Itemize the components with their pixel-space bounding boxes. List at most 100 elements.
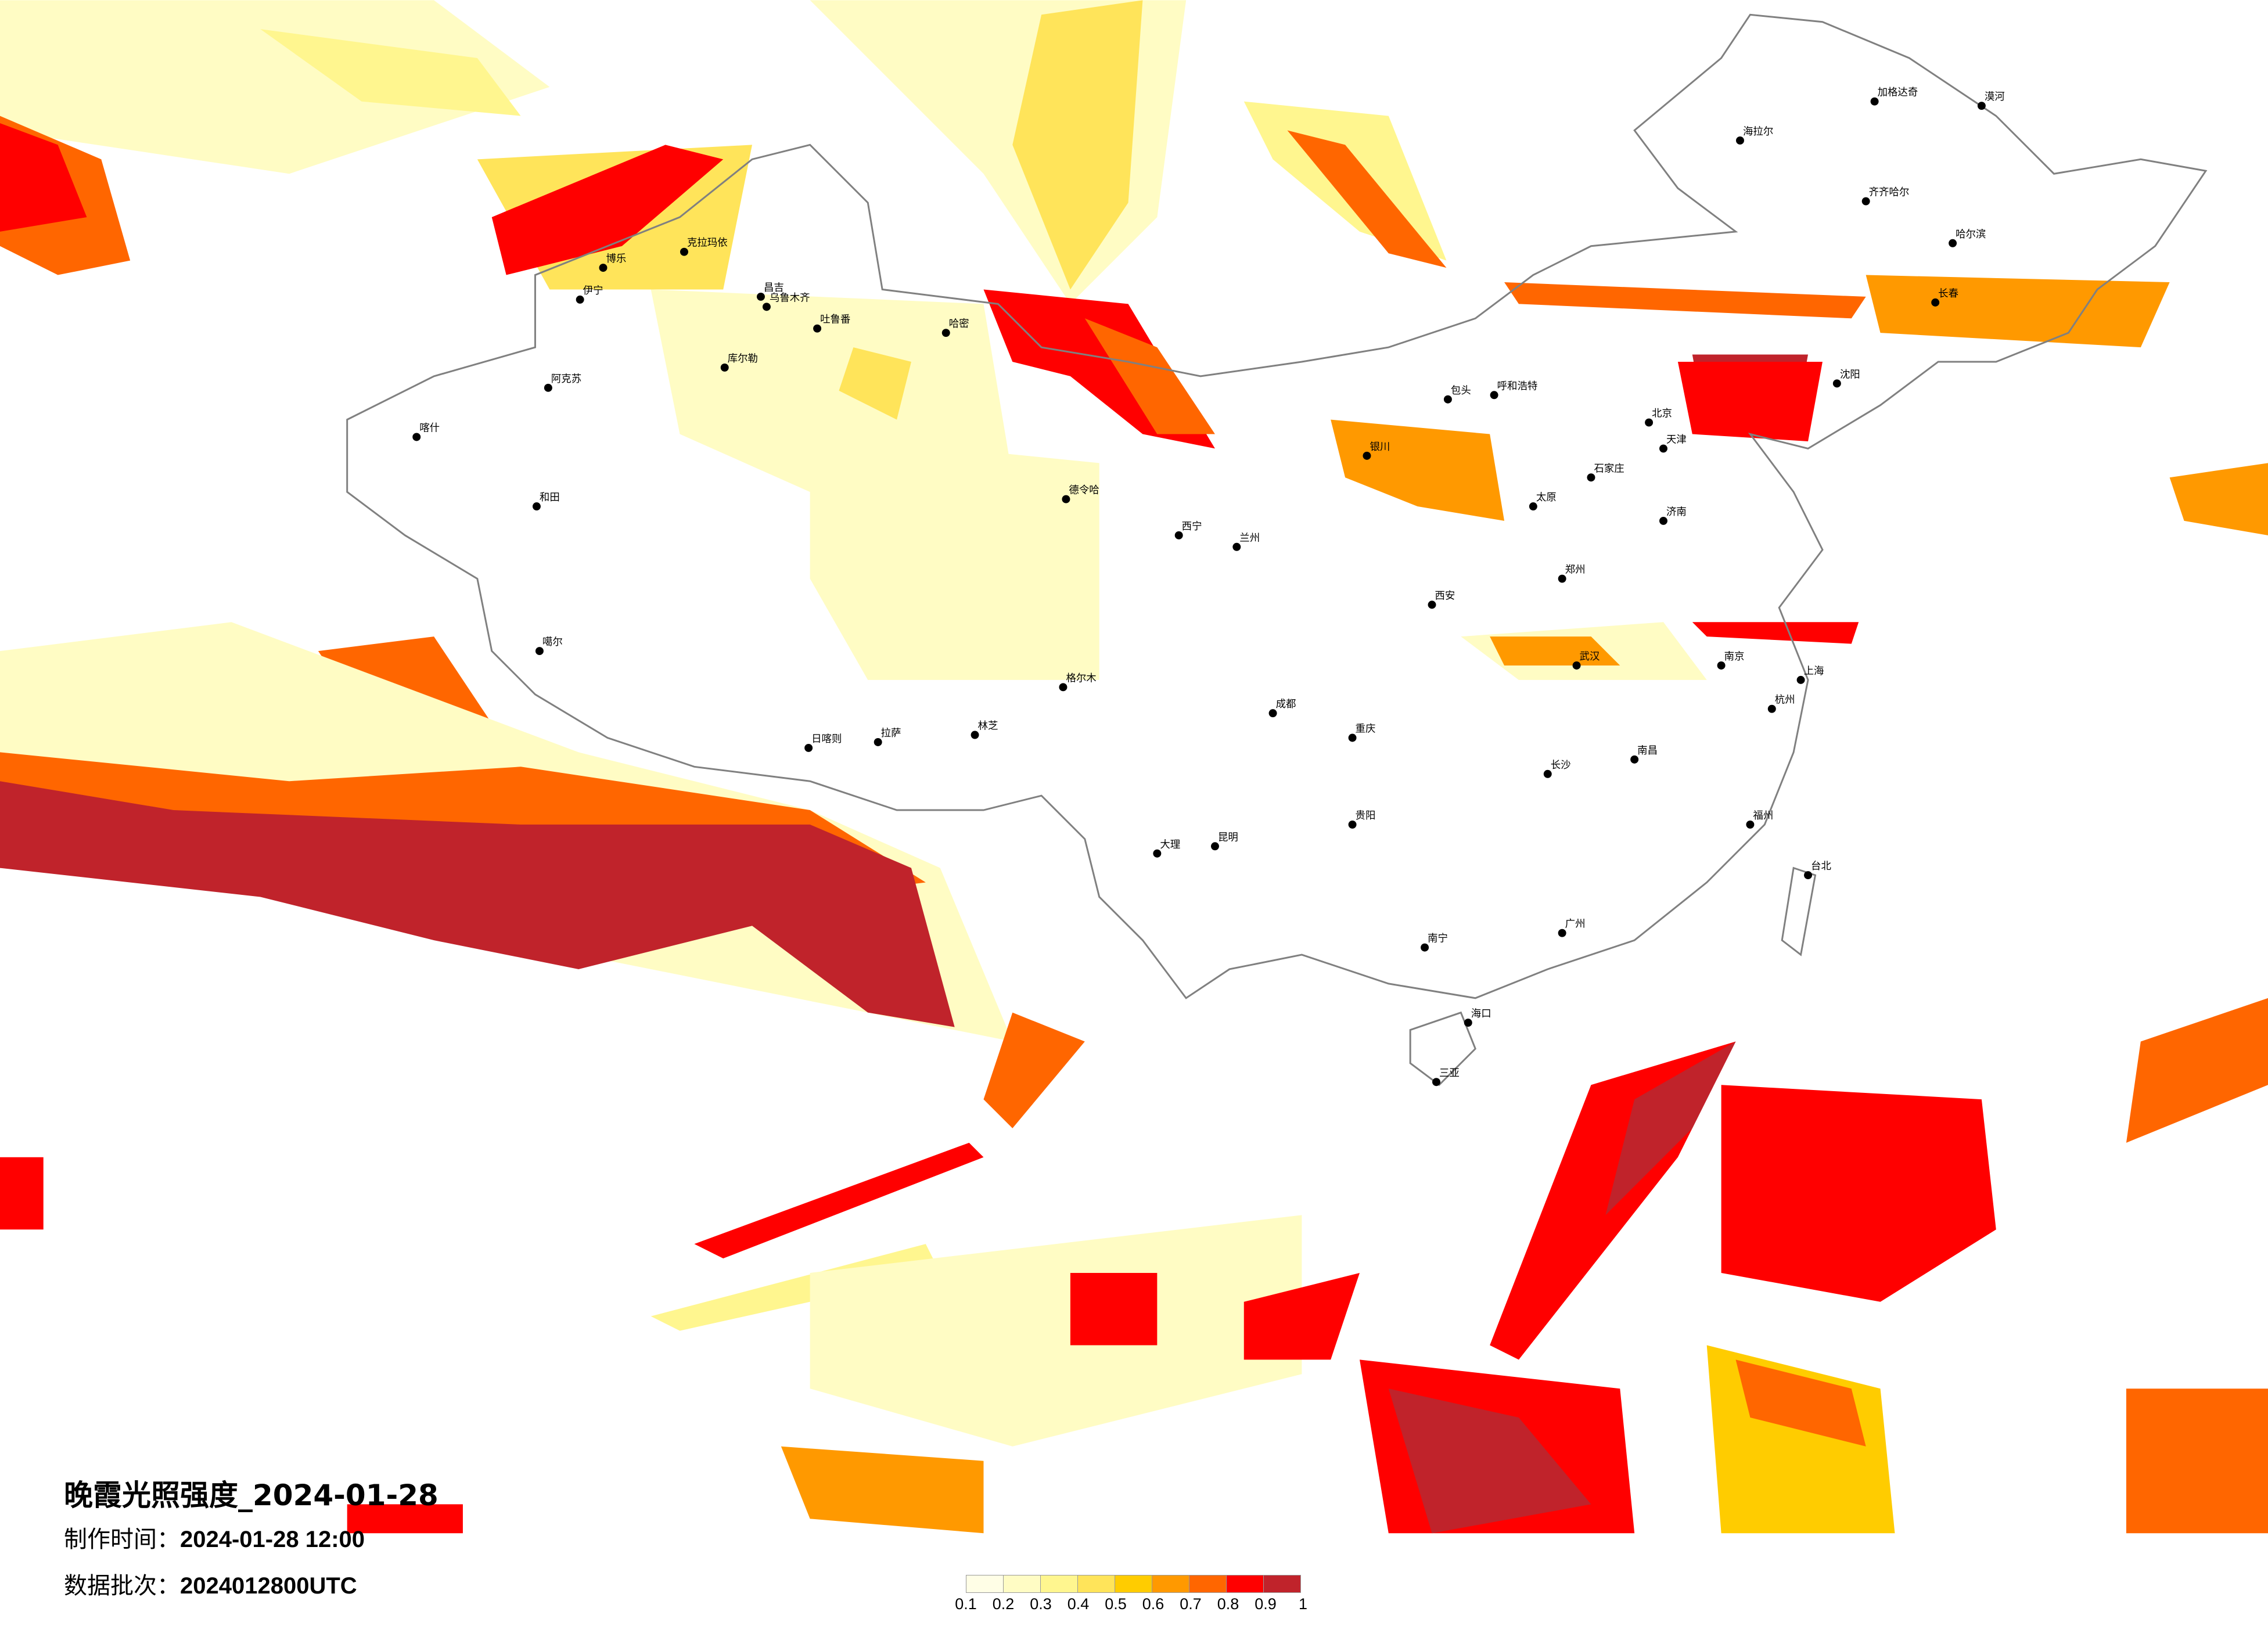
legend-swatch bbox=[1263, 1575, 1301, 1593]
city-label: 海拉尔 bbox=[1743, 126, 1773, 138]
city-label: 广州 bbox=[1565, 919, 1586, 930]
city-dot bbox=[941, 329, 950, 337]
intensity-region bbox=[1331, 419, 1505, 521]
city-dot bbox=[680, 247, 688, 256]
intensity-region bbox=[0, 0, 550, 174]
legend-tick: 0.4 bbox=[1067, 1595, 1090, 1613]
intensity-region bbox=[1866, 275, 2170, 348]
city-label: 拉萨 bbox=[881, 728, 901, 739]
city-dot bbox=[1558, 929, 1566, 937]
intensity-region bbox=[1735, 1359, 1866, 1447]
city-dot bbox=[1421, 943, 1429, 952]
production-time: 制作时间：2024-01-28 12:00 bbox=[64, 1520, 365, 1554]
city-label: 长春 bbox=[1938, 288, 1958, 300]
intensity-region bbox=[839, 347, 911, 420]
city-dot bbox=[1587, 473, 1595, 482]
city-label: 贵阳 bbox=[1356, 810, 1376, 822]
city-dot bbox=[971, 731, 979, 739]
city-label: 包头 bbox=[1451, 385, 1471, 397]
map-title: 晚霞光照强度_2024-01-28 bbox=[64, 1478, 438, 1512]
city-label: 南昌 bbox=[1637, 745, 1658, 757]
city-dot bbox=[1432, 1078, 1440, 1087]
intensity-region bbox=[0, 123, 87, 232]
intensity-region bbox=[1012, 0, 1143, 290]
city-dot bbox=[1736, 136, 1744, 145]
city-label: 阿克苏 bbox=[551, 373, 581, 385]
city-label: 德令哈 bbox=[1069, 485, 1099, 497]
data-batch: 数据批次：2024012800UTC bbox=[64, 1567, 357, 1600]
city-label: 哈尔滨 bbox=[1956, 229, 1986, 240]
legend-tick: 0.8 bbox=[1217, 1595, 1239, 1613]
city-dot bbox=[535, 647, 544, 656]
legend-ticks: 0.1 0.2 0.3 0.4 0.5 0.6 0.7 0.8 0.9 1 bbox=[955, 1593, 1307, 1616]
city-label: 福州 bbox=[1753, 810, 1773, 822]
city-label: 齐齐哈尔 bbox=[1869, 187, 1910, 199]
city-dot bbox=[1348, 820, 1357, 829]
production-time-value: 2024-01-28 12:00 bbox=[180, 1527, 365, 1552]
legend-swatch bbox=[1003, 1575, 1041, 1593]
legend-swatch bbox=[1077, 1575, 1115, 1593]
city-dot bbox=[1059, 683, 1067, 692]
city-label: 台北 bbox=[1811, 861, 1831, 872]
city-label: 武汉 bbox=[1580, 651, 1600, 663]
color-legend: 0.1 0.2 0.3 0.4 0.5 0.6 0.7 0.8 0.9 1 bbox=[955, 1575, 1307, 1616]
city-label: 大理 bbox=[1160, 839, 1180, 851]
city-dot bbox=[1861, 197, 1870, 206]
intensity-region bbox=[1721, 1085, 1996, 1302]
city-dot bbox=[1767, 704, 1776, 713]
legend-swatch bbox=[1115, 1575, 1152, 1593]
city-dot bbox=[1931, 298, 1940, 307]
city-dot bbox=[874, 738, 882, 746]
legend-swatch bbox=[1189, 1575, 1227, 1593]
city-dot bbox=[762, 303, 771, 311]
city-dot bbox=[544, 383, 552, 392]
intensity-region bbox=[650, 1244, 940, 1331]
city-label: 济南 bbox=[1666, 506, 1687, 518]
city-label: 噶尔 bbox=[542, 636, 563, 648]
intensity-region bbox=[260, 29, 521, 116]
city-dot bbox=[1268, 709, 1277, 718]
legend-tick: 0.3 bbox=[1030, 1595, 1052, 1613]
city-label: 哈密 bbox=[949, 318, 969, 330]
intensity-region bbox=[1706, 1345, 1895, 1534]
city-dot bbox=[1630, 755, 1639, 764]
city-label: 克拉玛依 bbox=[687, 238, 728, 249]
city-dot bbox=[1232, 542, 1241, 551]
legend-tick: 0.9 bbox=[1255, 1595, 1277, 1613]
intensity-region bbox=[347, 1504, 463, 1534]
city-label: 太原 bbox=[1536, 492, 1557, 503]
city-dot bbox=[1558, 574, 1566, 583]
china-boundary bbox=[346, 13, 2208, 999]
city-dot bbox=[1804, 871, 1813, 880]
city-dot bbox=[1153, 849, 1162, 858]
city-dot bbox=[1062, 495, 1070, 503]
city-label: 成都 bbox=[1276, 699, 1296, 710]
intensity-region bbox=[1605, 1041, 1736, 1215]
intensity-region bbox=[0, 781, 955, 1027]
intensity-region bbox=[1084, 318, 1215, 434]
legend-tick: 0.2 bbox=[992, 1595, 1015, 1613]
city-dot bbox=[1428, 600, 1436, 609]
city-dot bbox=[1717, 661, 1726, 670]
city-dot bbox=[1490, 391, 1498, 400]
intensity-region bbox=[1388, 1388, 1591, 1534]
city-label: 杭州 bbox=[1775, 695, 1795, 706]
data-batch-label: 数据批次： bbox=[64, 1573, 180, 1599]
city-dot bbox=[1543, 769, 1552, 778]
city-label: 北京 bbox=[1652, 408, 1672, 420]
city-label: 昆明 bbox=[1218, 832, 1238, 843]
intensity-fields bbox=[0, 0, 2268, 1534]
intensity-region bbox=[810, 434, 1099, 680]
city-dot bbox=[576, 295, 584, 304]
intensity-region bbox=[2126, 998, 2268, 1143]
city-dot bbox=[1796, 675, 1805, 684]
city-label: 银川 bbox=[1370, 441, 1390, 453]
city-label: 日喀则 bbox=[811, 733, 842, 745]
city-dot bbox=[804, 743, 813, 752]
intensity-region bbox=[1490, 636, 1620, 665]
city-label: 博乐 bbox=[606, 253, 626, 265]
city-label: 西宁 bbox=[1182, 521, 1202, 533]
city-dot bbox=[720, 363, 729, 372]
legend-swatch bbox=[1152, 1575, 1189, 1593]
